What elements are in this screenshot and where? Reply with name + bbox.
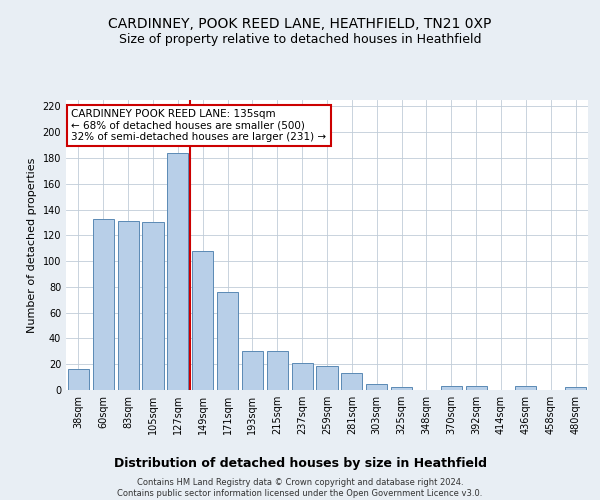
Bar xyxy=(292,363,313,390)
Bar xyxy=(242,352,263,390)
Bar xyxy=(167,153,188,390)
Bar xyxy=(366,384,387,390)
Text: Distribution of detached houses by size in Heathfield: Distribution of detached houses by size … xyxy=(113,458,487,470)
Bar xyxy=(515,386,536,390)
Bar xyxy=(316,366,338,390)
Bar xyxy=(93,218,114,390)
Bar xyxy=(466,386,487,390)
Bar xyxy=(391,388,412,390)
Bar xyxy=(267,352,288,390)
Bar xyxy=(217,292,238,390)
Bar xyxy=(118,221,139,390)
Text: CARDINNEY POOK REED LANE: 135sqm
← 68% of detached houses are smaller (500)
32% : CARDINNEY POOK REED LANE: 135sqm ← 68% o… xyxy=(71,108,326,142)
Bar xyxy=(565,388,586,390)
Text: Size of property relative to detached houses in Heathfield: Size of property relative to detached ho… xyxy=(119,32,481,46)
Bar xyxy=(192,251,213,390)
Bar xyxy=(68,370,89,390)
Y-axis label: Number of detached properties: Number of detached properties xyxy=(27,158,37,332)
Bar xyxy=(142,222,164,390)
Bar xyxy=(341,373,362,390)
Text: Contains HM Land Registry data © Crown copyright and database right 2024.
Contai: Contains HM Land Registry data © Crown c… xyxy=(118,478,482,498)
Text: CARDINNEY, POOK REED LANE, HEATHFIELD, TN21 0XP: CARDINNEY, POOK REED LANE, HEATHFIELD, T… xyxy=(109,18,491,32)
Bar xyxy=(441,386,462,390)
